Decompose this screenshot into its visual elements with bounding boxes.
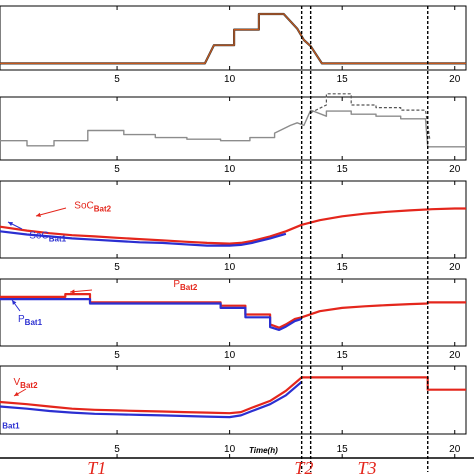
panel-3-series-line	[0, 207, 466, 245]
panel-4-series-label: PBat2	[173, 279, 198, 292]
label-leader-arrowhead	[12, 300, 17, 305]
time-axis-tick-label: 10	[224, 444, 236, 455]
panel-3-xtick-label: 15	[337, 262, 349, 273]
panel-4-series-label: PBat1	[18, 314, 43, 327]
panel-3-series-label: SoCBat2	[74, 201, 111, 214]
panel-2-series-line	[0, 109, 466, 148]
panel-4-series-label-main: P	[173, 279, 180, 290]
panel-2-xtick-label: 10	[224, 164, 236, 175]
panel-3-series-label-main: SoC	[29, 230, 48, 241]
panel-5: VBat2 Bat1	[0, 365, 467, 435]
period-label: T2	[294, 458, 313, 474]
panel-1-xtick-label: 20	[449, 74, 461, 85]
panel-4-xtick-label: 20	[449, 350, 461, 361]
panel-4-xtick-label: 10	[224, 350, 236, 361]
panel-5-frame	[0, 365, 467, 435]
label-leader-arrowhead	[36, 212, 41, 217]
time-axis: Time(h) 5 10 15 20	[0, 444, 474, 459]
panel-1-xtick-label: 15	[337, 74, 349, 85]
panel-5-series-label-sub: Bat1	[2, 422, 20, 431]
panel-3-series-label-sub: Bat2	[94, 205, 112, 214]
period-labels: T1 T2 T3	[87, 458, 376, 474]
panel-3-xtick-label: 5	[114, 262, 120, 273]
panel-2-series-line	[310, 93, 431, 141]
panel-1-frame	[0, 5, 467, 71]
panel-2-frame	[0, 96, 467, 161]
panel-5-series-label-main: V	[14, 377, 21, 388]
panel-5-series-line	[0, 380, 303, 419]
panel-5-series-label-sub: Bat2	[20, 381, 38, 390]
time-axis-tick-label: 20	[449, 444, 461, 455]
panel-4-series-label-sub: Bat2	[180, 283, 198, 292]
panel-5-series-line	[0, 376, 466, 415]
time-axis-tick-label: 15	[337, 444, 349, 455]
panel-3-frame	[0, 180, 467, 259]
label-leader-arrowhead	[70, 289, 75, 294]
panel-5-series-label: Bat1	[2, 422, 20, 431]
panel-5-series-label: VBat2	[14, 377, 39, 390]
period-label: T1	[87, 458, 106, 474]
panel-2-xtick-label: 5	[114, 164, 120, 175]
label-leader-arrowhead	[8, 222, 13, 226]
panel-1-xtick-label: 10	[224, 74, 236, 85]
panel-3-series-label-main: SoC	[74, 201, 93, 212]
panel-1-xtick-label: 5	[114, 74, 120, 85]
panel-3-series-label-sub: Bat1	[49, 234, 67, 243]
panel-4-series-label-main: P	[18, 314, 25, 325]
event-lines	[300, 6, 429, 472]
time-axis-tick-label: 5	[114, 444, 120, 455]
panel-4-series-label-sub: Bat1	[25, 318, 43, 327]
panel-3-series-line	[0, 230, 287, 247]
panel-2-xtick-label: 15	[337, 164, 349, 175]
panel-2: 5 10 15 20	[0, 93, 467, 175]
panel-2-xtick-label: 20	[449, 164, 461, 175]
panel-3-xtick-label: 10	[224, 262, 236, 273]
panel-3-xtick-label: 20	[449, 262, 461, 273]
panel-4-xtick-label: 5	[114, 350, 120, 361]
panel-3-series-label: SoCBat1	[29, 230, 66, 243]
label-leader-line	[35, 207, 67, 217]
panel-4-series-line	[0, 298, 303, 331]
period-label: T3	[357, 458, 376, 474]
panel-4-frame	[0, 278, 467, 347]
time-axis-title: Time(h)	[249, 446, 278, 455]
label-leader-arrowhead	[14, 391, 19, 396]
panel-4-xtick-label: 15	[337, 350, 349, 361]
